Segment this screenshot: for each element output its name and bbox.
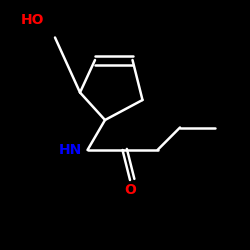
Text: O: O — [124, 182, 136, 196]
Text: HO: HO — [21, 13, 44, 27]
Text: HN: HN — [59, 143, 82, 157]
